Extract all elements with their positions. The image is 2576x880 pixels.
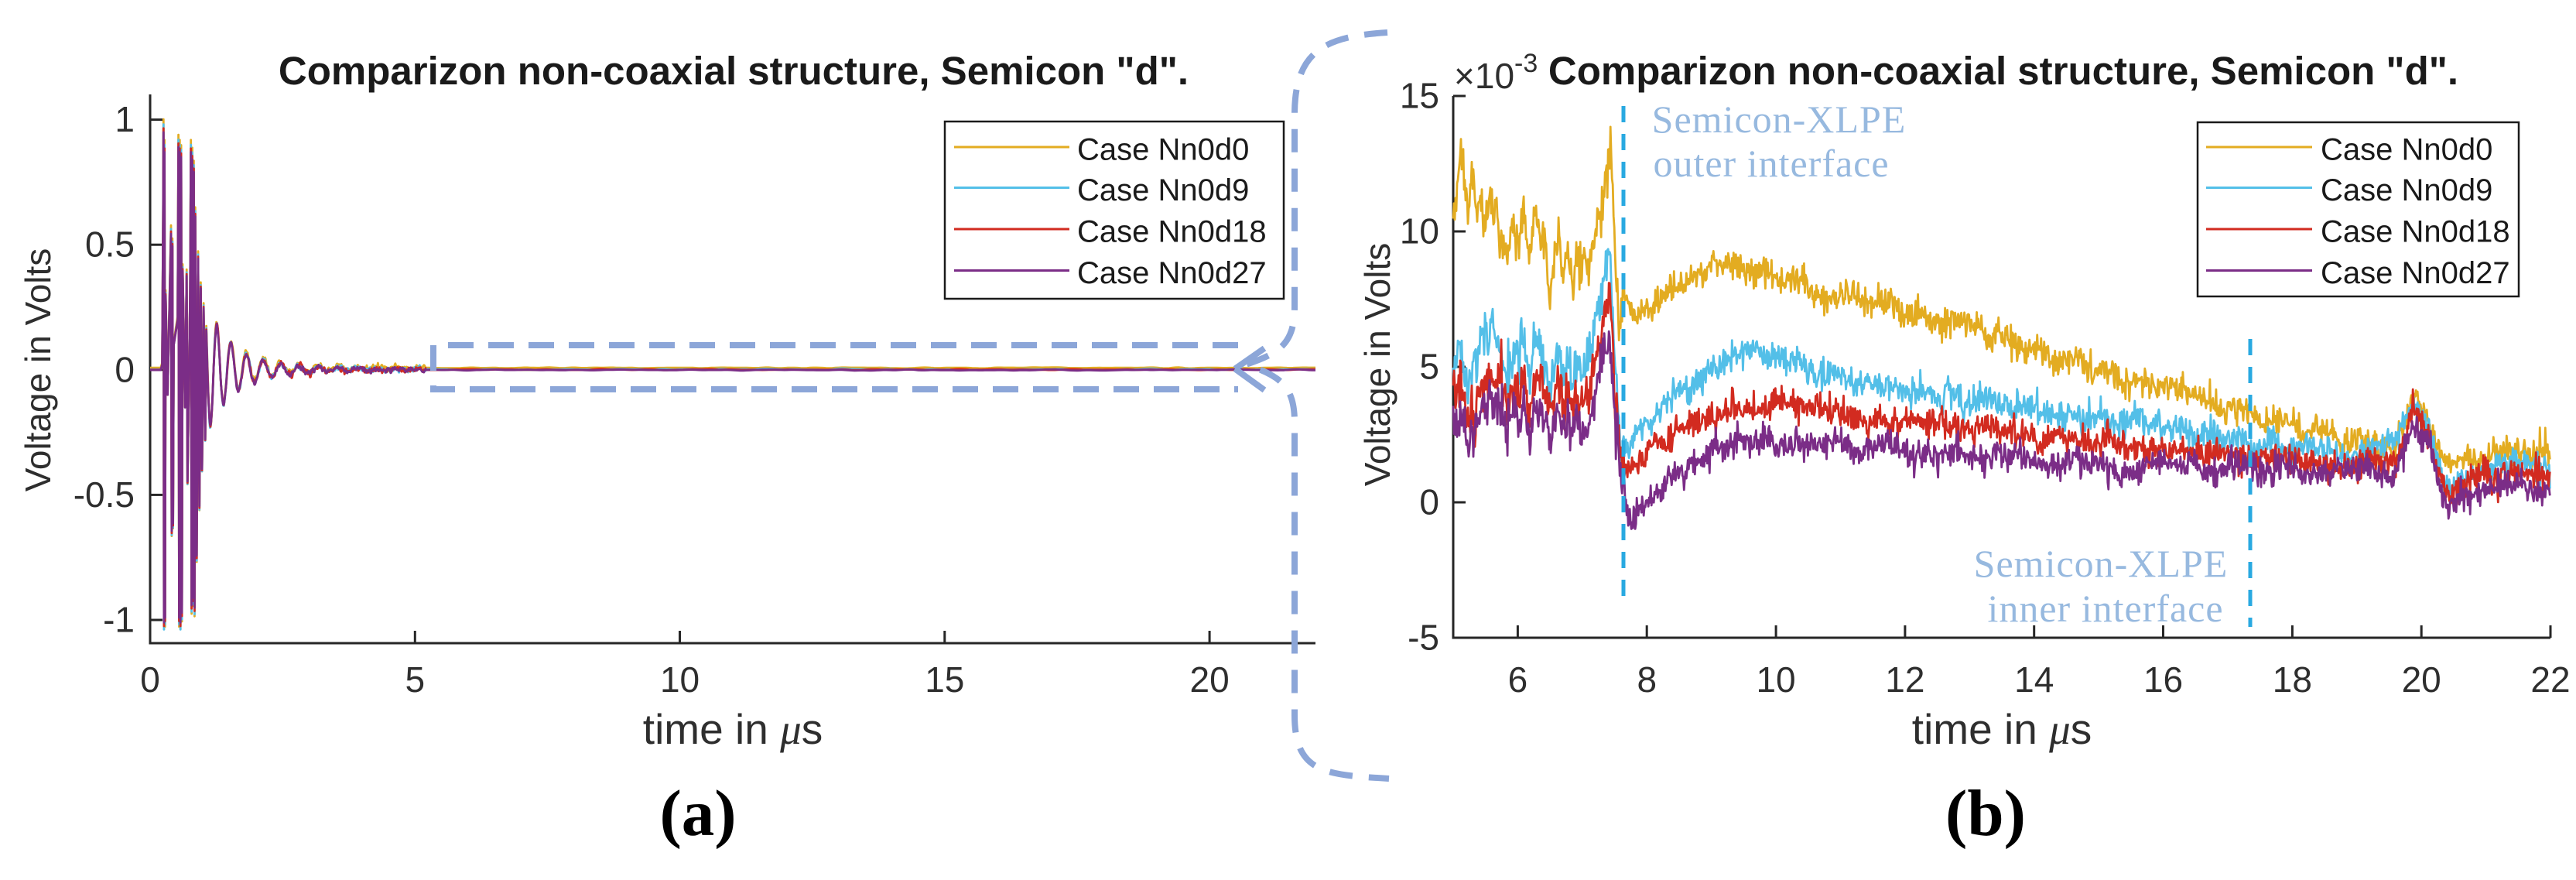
- svg-text:1: 1: [115, 99, 135, 139]
- svg-text:5: 5: [405, 659, 425, 700]
- svg-text:14: 14: [2014, 659, 2054, 700]
- svg-text:10: 10: [660, 659, 700, 700]
- svg-text:Case Nn0d0: Case Nn0d0: [1077, 133, 1249, 167]
- svg-text:(a): (a): [659, 777, 736, 850]
- svg-text:18: 18: [2273, 659, 2312, 700]
- svg-text:Voltage in Volts: Voltage in Volts: [1357, 243, 1397, 487]
- svg-text:20: 20: [2402, 659, 2441, 700]
- svg-text:Comparizon non-coaxial structu: Comparizon non-coaxial structure, Semico…: [1548, 49, 2458, 93]
- svg-text:Case Nn0d9: Case Nn0d9: [2321, 173, 2492, 207]
- svg-text:10: 10: [1756, 659, 1795, 700]
- svg-text:0: 0: [1419, 482, 1439, 522]
- svg-text:-5: -5: [1408, 618, 1439, 658]
- svg-text:20: 20: [1190, 659, 1230, 700]
- svg-text:Case Nn0d18: Case Nn0d18: [2321, 215, 2510, 249]
- svg-text:time in μs: time in μs: [1912, 705, 2092, 753]
- svg-text:Voltage in Volts: Voltage in Volts: [18, 248, 58, 492]
- svg-text:15: 15: [1400, 76, 1439, 116]
- svg-text:Case Nn0d0: Case Nn0d0: [2321, 133, 2492, 167]
- svg-text:Case Nn0d18: Case Nn0d18: [1077, 215, 1267, 249]
- svg-text:15: 15: [925, 659, 964, 700]
- svg-text:Semicon-XLPE: Semicon-XLPE: [1652, 98, 1907, 141]
- svg-text:Case Nn0d27: Case Nn0d27: [1077, 256, 1267, 290]
- svg-text:inner interface: inner interface: [1987, 587, 2223, 630]
- svg-text:22: 22: [2530, 659, 2570, 700]
- svg-text:outer interface: outer interface: [1653, 142, 1889, 185]
- svg-text:-1: -1: [103, 600, 135, 640]
- svg-text:16: 16: [2143, 659, 2183, 700]
- svg-text:Comparizon non-coaxial structu: Comparizon non-coaxial structure, Semico…: [279, 49, 1189, 93]
- svg-text:0.5: 0.5: [85, 224, 135, 265]
- svg-text:-0.5: -0.5: [74, 474, 135, 515]
- svg-text:10: 10: [1400, 211, 1439, 252]
- svg-text:0: 0: [115, 349, 135, 389]
- svg-text:Case Nn0d27: Case Nn0d27: [2321, 256, 2510, 290]
- svg-text:time in μs: time in μs: [643, 705, 823, 753]
- svg-text:6: 6: [1508, 659, 1528, 700]
- svg-text:(b): (b): [1945, 777, 2026, 850]
- svg-text:5: 5: [1419, 347, 1439, 387]
- svg-text:0: 0: [140, 659, 160, 700]
- svg-text:8: 8: [1637, 659, 1657, 700]
- svg-text:12: 12: [1885, 659, 1924, 700]
- svg-text:Case Nn0d9: Case Nn0d9: [1077, 173, 1249, 207]
- svg-text:Semicon-XLPE: Semicon-XLPE: [1974, 542, 2229, 585]
